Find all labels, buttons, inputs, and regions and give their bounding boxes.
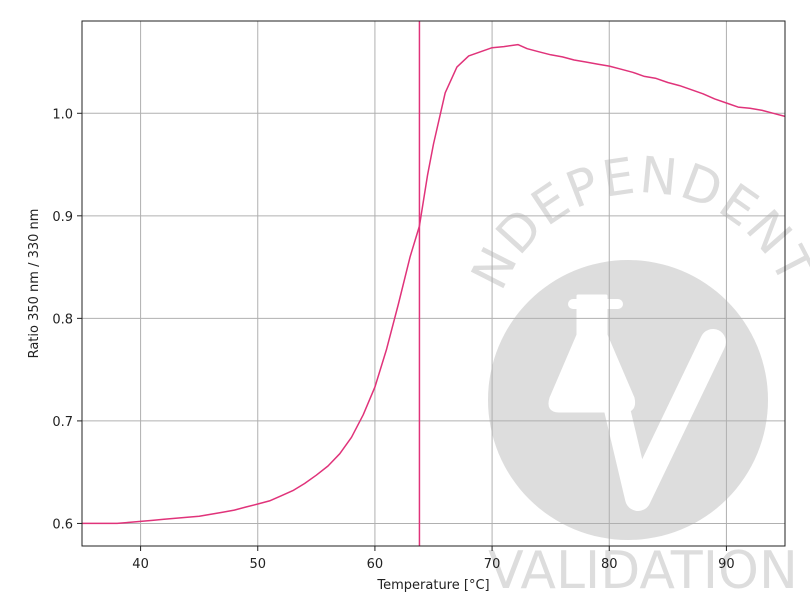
y-axis-label: Ratio 350 nm / 330 nm: [27, 209, 42, 359]
checkmark-icon: [599, 329, 726, 511]
x-tick-label: 70: [484, 557, 501, 572]
x-tick-label: 40: [132, 557, 149, 572]
y-tick-label: 0.6: [52, 517, 73, 532]
y-tick-label: 0.7: [52, 415, 73, 430]
watermark-arc-textpath: INDEPENDENT: [0, 0, 810, 298]
x-tick-label: 50: [249, 557, 266, 572]
watermark-bottom-text: VALIDATION: [488, 541, 798, 601]
y-tick-label: 0.8: [52, 312, 73, 327]
x-tick-label: 80: [601, 557, 618, 572]
series-line: [82, 43, 786, 525]
watermark-arc-text: INDEPENDENT: [0, 0, 810, 298]
x-tick-label: 60: [367, 557, 384, 572]
x-tick-label: 90: [718, 557, 735, 572]
tick-layer: 40 50 60 70 80 90 0.6 0.7 0.8 0.9 1.0: [52, 107, 734, 572]
y-tick-label: 1.0: [52, 107, 73, 122]
series-layer: [82, 43, 786, 525]
grid: [82, 21, 785, 546]
x-axis-label: Temperature [°C]: [376, 578, 489, 593]
plot-frame: [81, 20, 786, 547]
y-tick-label: 0.9: [52, 210, 73, 225]
